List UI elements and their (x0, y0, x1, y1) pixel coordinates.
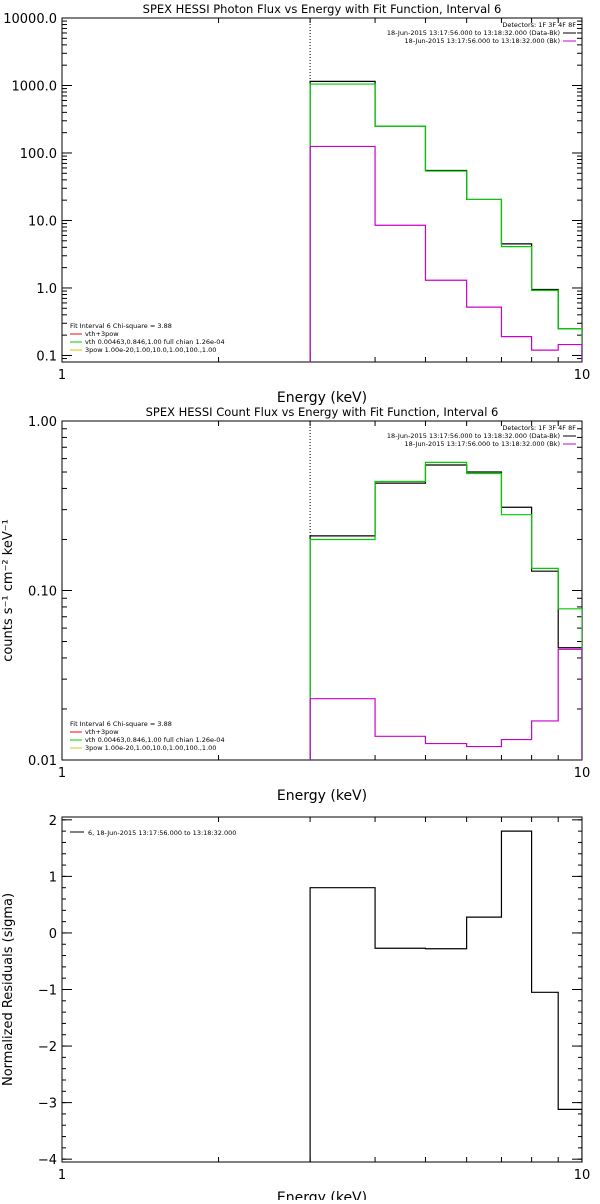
y-axis-label: Normalized Residuals (sigma) (1, 893, 16, 1086)
fit-legend-entry: vth 0.00463,0.846,1.00 full chian 1.26e-… (85, 338, 225, 346)
legend-entry: 18-Jun-2015 13:17:56.000 to 13:18:32.000… (387, 29, 560, 37)
y-tick-label: 0 (49, 927, 57, 942)
y-tick-label: −1 (38, 984, 57, 999)
legend-entry: 18-Jun-2015 13:17:56.000 to 13:18:32.000… (405, 440, 560, 448)
y-tick-label: 0.01 (28, 754, 57, 769)
series-3-step-line (309, 145, 582, 362)
fit-legend-header: Fit Interval 6 Chi-square = 3.88 (70, 720, 172, 728)
legend-entry: 18-Jun-2015 13:17:56.000 to 13:18:32.000… (405, 37, 560, 45)
x-tick-label: 1 (58, 368, 66, 383)
y-tick-label: 1000.0 (12, 79, 58, 94)
x-tick-label: 1 (58, 766, 66, 781)
plot-frame (61, 17, 583, 363)
fit-legend-entry: 3pow 1.00e-20,1.00,10.0,1.00,100.,1.00 (85, 346, 216, 354)
legend-entry: 6, 18-Jun-2015 13:17:56.000 to 13:18:32.… (88, 829, 236, 837)
series-3-step-line (309, 648, 582, 760)
y-axis-label: counts s⁻¹ cm⁻² keV⁻¹ (1, 519, 16, 662)
y-tick-label: 100.0 (20, 147, 57, 162)
legend-entry: 18-Jun-2015 13:17:56.000 to 13:18:32.000… (387, 432, 560, 440)
y-tick-label: 10.0 (28, 214, 57, 229)
fit-legend-entry: 3pow 1.00e-20,1.00,10.0,1.00,100.,1.00 (85, 744, 216, 752)
fit-legend-header: Fit Interval 6 Chi-square = 3.88 (70, 322, 172, 330)
fit-legend-entry: vth+3pow (85, 728, 119, 736)
chart-panel-3: 1 10 −4 −3 −2 −1 0 1 2 Energy (keV) Normalized Res… (1, 814, 591, 1204)
fit-legend-entry: vth+3pow (85, 330, 119, 338)
y-tick-label: −3 (38, 1097, 57, 1112)
y-tick-label: 10000.0 (3, 12, 57, 27)
plot-frame (61, 420, 583, 761)
series-2-step-line (309, 83, 582, 362)
series-1-step-line (309, 80, 582, 362)
legend-header: Detectors: 1F 3F 4F 8F (502, 21, 576, 29)
y-tick-label: 1.00 (28, 415, 57, 430)
series-1-step-line (309, 830, 582, 1162)
x-axis-label: Energy (keV) (277, 390, 367, 406)
chart-panel-2: SPEX HESSI Count Flux vs Energy with Fit… (1, 405, 590, 804)
plot-frame (61, 816, 583, 1163)
x-tick-label: 1 (58, 1168, 66, 1183)
series-2-step-line (309, 461, 582, 760)
series-1-step-line (309, 464, 582, 760)
x-tick-label: 10 (574, 368, 591, 383)
x-axis-label: Energy (keV) (277, 1190, 367, 1200)
legend-header: Detectors: 1F 3F 4F 8F (502, 424, 576, 432)
y-tick-label: 0.10 (28, 585, 57, 600)
y-tick-label: 1 (49, 870, 57, 885)
chart-title: SPEX HESSI Count Flux vs Energy with Fit… (146, 405, 499, 419)
y-tick-label: 1.0 (36, 282, 57, 297)
fit-legend-entry: vth 0.00463,0.846,1.00 full chian 1.26e-… (85, 736, 225, 744)
y-tick-label: −4 (38, 1153, 57, 1168)
y-tick-label: 0.1 (36, 349, 57, 364)
x-axis-label: Energy (keV) (277, 788, 367, 804)
chart-panel-1: SPEX HESSI Photon Flux vs Energy with Fi… (3, 2, 590, 406)
y-tick-label: 2 (49, 814, 57, 829)
x-tick-label: 10 (574, 1168, 591, 1183)
chart-title: SPEX HESSI Photon Flux vs Energy with Fi… (143, 2, 502, 16)
x-tick-label: 10 (574, 766, 591, 781)
y-tick-label: −2 (38, 1040, 57, 1055)
